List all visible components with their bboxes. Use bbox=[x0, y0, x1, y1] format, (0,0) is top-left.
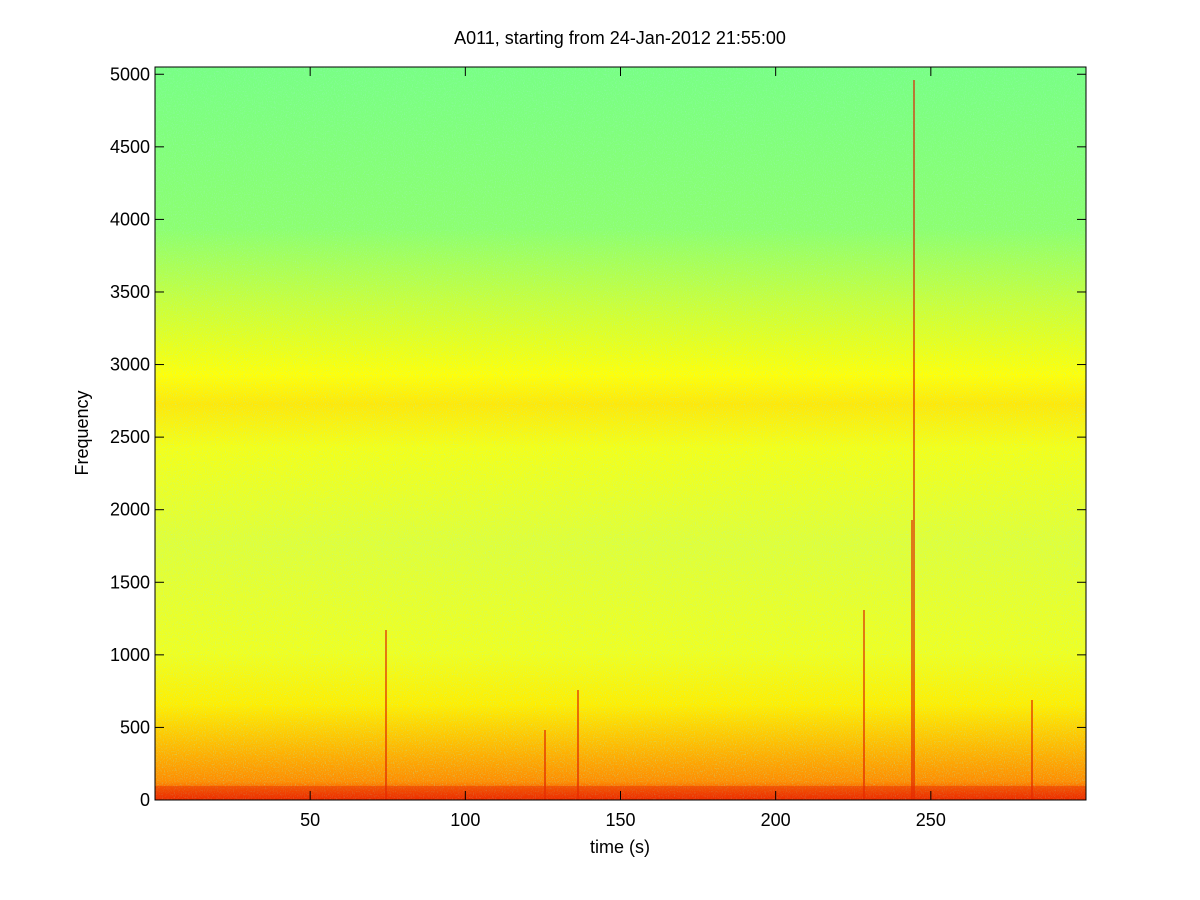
spectrogram-texture bbox=[155, 67, 1086, 800]
y-axis-label: Frequency bbox=[72, 390, 92, 475]
y-tick-label: 2000 bbox=[110, 500, 150, 520]
y-tick-label: 4500 bbox=[110, 137, 150, 157]
y-tick-label: 4000 bbox=[110, 209, 150, 229]
x-tick-label: 150 bbox=[605, 810, 635, 830]
chart-title: A011, starting from 24-Jan-2012 21:55:00 bbox=[454, 28, 786, 48]
y-tick-label: 500 bbox=[120, 717, 150, 737]
spectrogram-streaks bbox=[385, 80, 1033, 800]
y-tick-label: 1500 bbox=[110, 572, 150, 592]
x-tick-label: 50 bbox=[300, 810, 320, 830]
y-tick-label: 5000 bbox=[110, 64, 150, 84]
y-tick-label: 1000 bbox=[110, 645, 150, 665]
y-tick-label: 3000 bbox=[110, 355, 150, 375]
spectrogram-image bbox=[155, 67, 1086, 800]
y-tick-label: 3500 bbox=[110, 282, 150, 302]
x-axis-label: time (s) bbox=[590, 837, 650, 857]
y-tick-label: 0 bbox=[140, 790, 150, 810]
x-tick-label: 200 bbox=[761, 810, 791, 830]
x-tick-label: 100 bbox=[450, 810, 480, 830]
y-tick-label: 2500 bbox=[110, 427, 150, 447]
x-tick-label: 250 bbox=[916, 810, 946, 830]
